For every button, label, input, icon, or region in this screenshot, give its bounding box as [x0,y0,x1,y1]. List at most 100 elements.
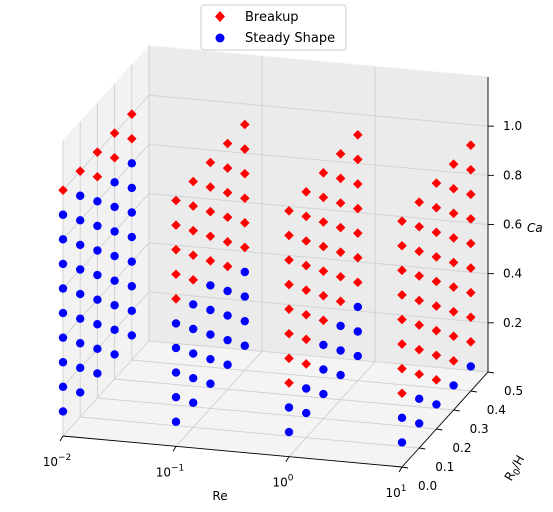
steady-shape-point [206,330,215,339]
grid-line [148,94,489,127]
steady-shape-point [336,321,345,331]
breakup-point [188,250,198,261]
breakup-point [318,266,329,276]
z-tick-label: 0.4 [503,267,522,281]
breakup-point [414,246,424,257]
axis-lines [59,77,495,473]
steady-shape-point [110,301,119,310]
breakup-point [431,301,442,311]
breakup-point [301,359,311,369]
steady-shape-point [127,232,136,242]
breakup-point [448,233,459,243]
y-tick-label: 0.3 [470,422,489,436]
y-tick-label: 0.0 [418,479,437,493]
breakup-point [397,290,407,300]
grid-line [62,340,150,437]
steady-shape-point [110,202,119,212]
steady-shape-point [353,351,362,361]
breakup-point [397,240,407,251]
grid-line [62,193,150,289]
breakup-point [353,277,363,288]
steady-shape-point [223,360,232,369]
breakup-point [109,128,120,138]
breakup-point [205,256,216,266]
y-tick-label: 0.2 [452,441,471,455]
steady-shape-point [58,333,68,342]
steady-shape-point [336,346,345,355]
breakup-point [448,183,459,194]
breakup-point [397,216,407,226]
breakup-point [353,179,363,189]
breakup-point [205,182,216,192]
breakup-point [188,176,198,187]
steady-shape-point [110,325,119,335]
breakup-point [353,130,363,140]
steady-shape-point [284,403,294,412]
grid-line [148,340,489,373]
z-tick-label: 0.6 [503,218,522,232]
x-axis-line [62,435,403,468]
steady-shape-point [189,373,198,383]
steady-shape-point [76,216,85,225]
steady-shape-point [127,306,136,316]
z-tick-label: 0.8 [503,168,522,182]
steady-shape-point [58,407,68,416]
breakup-point [318,168,329,178]
steady-shape-point [171,319,181,328]
steady-shape-point [206,379,215,388]
breakup-point [284,353,294,364]
breakup-point [414,369,424,380]
steady-shape-point [76,240,85,250]
grid-line [80,416,420,449]
x-tick-label: 100 [272,474,293,490]
breakup-point [414,320,424,330]
z-axis-label: Ca [527,221,543,235]
breakup-point [466,189,476,200]
y-tick-label: 0.4 [487,403,506,417]
breakup-point [301,187,311,197]
steady-shape-point [206,354,215,364]
legend-breakup-label: Breakup [245,10,299,25]
breakup-point [127,109,137,119]
z-tick-label: 1.0 [503,119,522,133]
steady-shape-point [397,413,407,423]
breakup-point [431,276,442,287]
y-tick-label: 0.5 [504,384,523,398]
breakup-point [431,178,442,188]
steady-shape-point [127,183,136,193]
y-axis-label: R0/H [502,453,530,485]
steady-shape-point [127,208,136,217]
breakup-point [240,242,250,253]
steady-shape-point [76,339,85,348]
breakup-point [188,275,198,285]
breakup-point [284,279,294,290]
breakup-point [301,334,311,345]
steady-shape-point [110,350,119,359]
breakup-point [284,230,294,241]
breakup-point [318,290,329,301]
breakup-point [205,157,216,168]
steady-shape-point [240,341,249,350]
steady-shape-point [397,438,407,447]
breakup-point [397,314,407,325]
steady-shape-point [189,300,198,309]
breakup-point [335,296,346,307]
grid-line [131,359,471,392]
breakup-point [240,218,250,228]
breakup-point [318,217,329,227]
steady-shape-point [319,365,328,374]
x-tick-mark [172,446,177,452]
breakup-point [222,163,233,173]
breakup-point [284,255,294,265]
grid-line [97,397,437,430]
steady-shape-point [58,284,68,293]
breakup-point [222,237,233,247]
steady-shape-point [189,398,198,407]
y-tick-mark [487,371,495,374]
steady-shape-point [302,408,311,418]
steady-shape-point [93,320,102,329]
breakup-point [335,198,346,208]
steady-shape-point [110,178,119,187]
steady-shape-point [432,400,441,409]
y-tick-mark [419,447,426,450]
